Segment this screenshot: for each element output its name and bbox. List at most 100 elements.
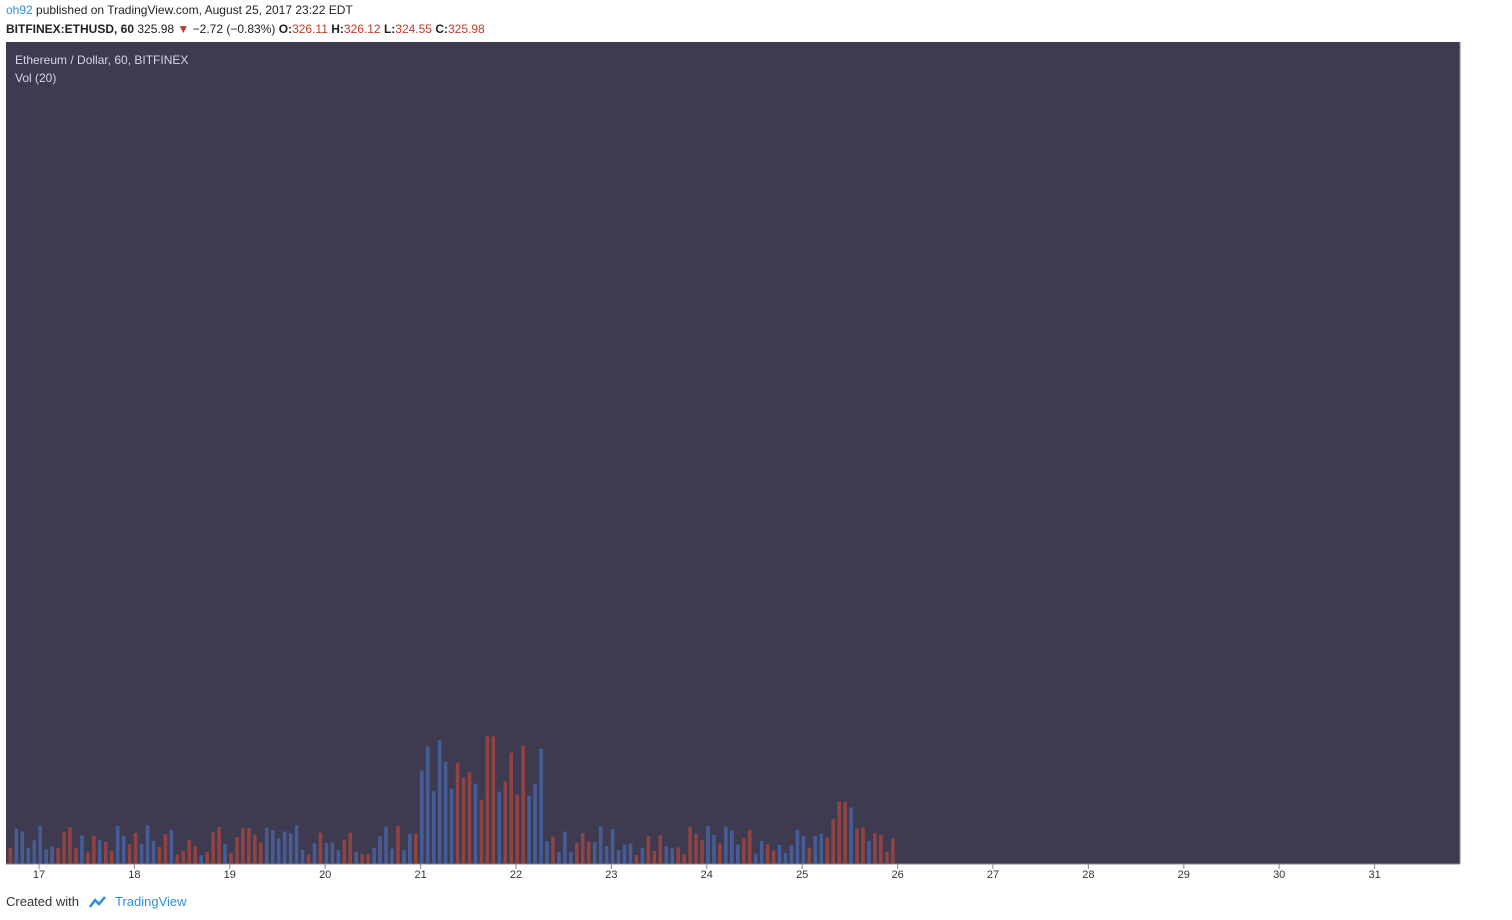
volume-bar <box>741 838 746 864</box>
volume-bar <box>813 835 818 864</box>
volume-bar <box>855 828 859 864</box>
volume-bar <box>205 851 209 864</box>
volume-bar <box>264 827 269 864</box>
volume-bar <box>569 851 573 864</box>
volume-bar <box>747 829 752 864</box>
footer: Created with TradingView <box>6 894 187 909</box>
volume-bar <box>575 843 579 864</box>
volume-bar <box>109 851 114 864</box>
volume-bar <box>38 825 42 864</box>
volume-bar <box>592 842 597 864</box>
volume-bar <box>8 847 13 864</box>
volume-bar <box>342 839 347 864</box>
close-label: C: <box>435 22 448 36</box>
volume-bar <box>509 752 514 864</box>
volume-bar <box>414 833 418 864</box>
volume-bar <box>795 829 800 864</box>
x-tick-label: 23 <box>605 869 617 881</box>
volume-bar <box>539 748 543 864</box>
volume-bar <box>646 835 651 864</box>
volume-bar <box>68 827 72 864</box>
x-tick-label: 26 <box>891 869 903 881</box>
publish-text: published on TradingView.com, August 25,… <box>36 3 353 17</box>
volume-bar <box>437 740 442 864</box>
volume-bar <box>753 853 758 864</box>
high-value: 326.12 <box>343 22 381 36</box>
volume-bar <box>151 840 156 864</box>
volume-bar <box>497 791 502 864</box>
volume-bar <box>527 795 531 864</box>
volume-bar <box>115 825 120 864</box>
volume-bar <box>223 844 227 864</box>
volume-bar <box>891 838 895 864</box>
volume-bar <box>837 801 841 864</box>
x-tick-label: 28 <box>1082 869 1094 881</box>
volume-bar <box>443 761 448 864</box>
volume-bar <box>92 835 96 864</box>
x-tick-label: 29 <box>1178 869 1190 881</box>
volume-bar <box>312 843 317 864</box>
volume-bar <box>300 849 305 864</box>
volume-bar <box>533 784 537 864</box>
volume-bar <box>20 831 25 864</box>
volume-bar <box>449 788 454 864</box>
volume-bar <box>616 849 621 864</box>
volume-bar <box>688 826 692 864</box>
volume-bar <box>759 840 764 864</box>
volume-bar <box>408 833 412 864</box>
volume-bar <box>74 847 78 864</box>
volume-bar <box>467 772 472 864</box>
x-tick-label: 21 <box>414 869 426 881</box>
price-chart[interactable]: 348.00344.00340.00336.00332.00328.00324.… <box>0 42 1512 888</box>
volume-bar <box>724 826 728 864</box>
open-label: O: <box>278 22 293 36</box>
volume-bar <box>354 851 359 864</box>
x-tick-label: 24 <box>701 869 713 881</box>
volume-bar <box>664 846 669 864</box>
volume-bar <box>86 852 90 864</box>
volume-bar <box>861 827 865 864</box>
volume-bar <box>247 828 251 864</box>
volume-bar <box>431 791 436 864</box>
volume-bar <box>580 833 585 864</box>
volume-bar <box>771 850 776 864</box>
volume-bar <box>241 827 245 864</box>
volume-bar <box>682 854 686 864</box>
volume-bar <box>545 841 549 864</box>
volume-bar <box>187 840 192 864</box>
volume-bar <box>330 842 335 864</box>
volume-bar <box>139 844 144 864</box>
volume-bar <box>521 745 525 864</box>
volume-bar <box>825 837 830 864</box>
volume-bar <box>586 841 591 864</box>
volume-bar <box>44 849 48 864</box>
x-tick-label: 30 <box>1273 869 1285 881</box>
volume-bar <box>652 850 657 864</box>
low-label: L: <box>383 22 396 36</box>
volume-bar <box>831 819 836 864</box>
author-link[interactable]: oh92 <box>6 3 33 17</box>
volume-bar <box>103 841 108 864</box>
volume-bar <box>622 844 627 864</box>
volume-bar <box>515 794 519 864</box>
x-tick-label: 20 <box>319 869 331 881</box>
x-tick-label: 27 <box>987 869 999 881</box>
volume-bar <box>288 833 293 864</box>
volume-bar <box>628 843 633 864</box>
tradingview-link[interactable]: TradingView <box>114 894 187 909</box>
volume-bar <box>360 854 364 864</box>
volume-bar <box>557 851 561 864</box>
volume-bar <box>259 842 263 864</box>
volume-bar <box>491 736 496 864</box>
volume-bar <box>879 834 883 864</box>
volume-bar <box>670 848 675 864</box>
volume-bar <box>62 831 66 864</box>
volume-bar <box>14 828 19 864</box>
volume-bar <box>658 835 663 864</box>
volume-bar <box>706 825 710 864</box>
volume-bar <box>563 831 567 864</box>
volume-bar <box>396 826 400 864</box>
volume-bar <box>372 848 376 864</box>
volume-bar <box>80 835 84 864</box>
ohlc-line: BITFINEX:ETHUSD, 60 325.98 ▼ −2.72 (−0.8… <box>6 22 485 36</box>
